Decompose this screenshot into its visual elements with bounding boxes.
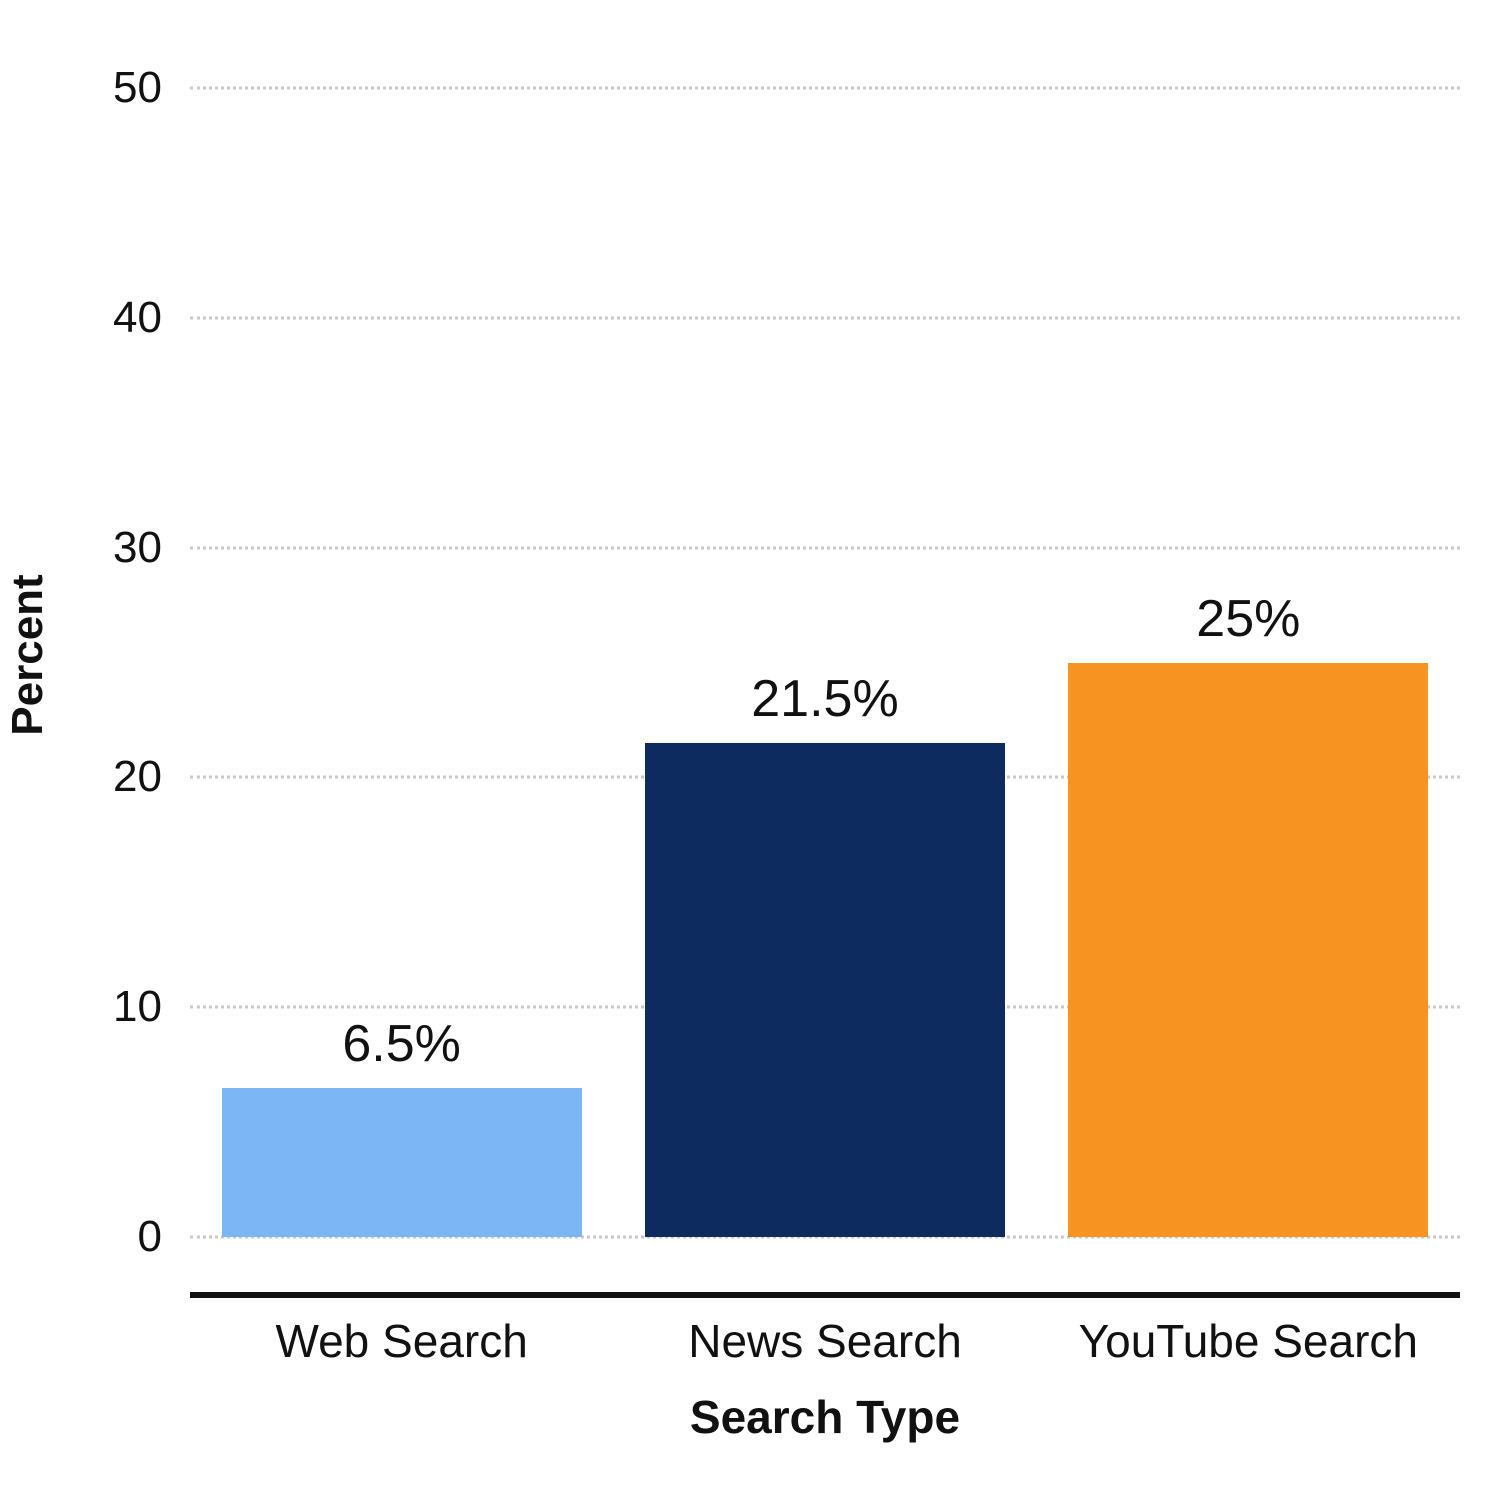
y-tick-label-30: 30 (113, 522, 162, 572)
gridline-y-0 (190, 1235, 1460, 1239)
y-tick-label-0: 0 (137, 1212, 162, 1261)
bar-value-label: 6.5% (342, 1014, 461, 1073)
gridline-y-50 (190, 86, 1460, 90)
y-tick-label-10: 10 (113, 982, 162, 1032)
x-axis-line (190, 1292, 1460, 1298)
y-axis-title: Percent (3, 574, 52, 736)
x-tick-label-news-search: News Search (688, 1315, 962, 1367)
gridline-y-30 (190, 546, 1460, 550)
x-axis-title: Search Type (689, 1391, 961, 1443)
gridline-y-40 (190, 316, 1460, 320)
y-tick-label-40: 40 (113, 292, 162, 342)
y-tick-label-20: 20 (113, 752, 162, 802)
x-tick-label-web-search: Web Search (275, 1315, 528, 1367)
y-tick-label-50: 50 (113, 63, 162, 112)
bar-news-search: 21.5% (645, 670, 1005, 1237)
bar-web-search: 6.5% (221, 1015, 582, 1237)
bar-value-label: 21.5% (751, 669, 899, 728)
plot-area: 0 10 20 30 40 50 6.5% 21.5% 25% (113, 63, 1460, 1261)
bar-youtube-search: 25% (1068, 590, 1429, 1237)
x-tick-label-youtube-search: YouTube Search (1078, 1315, 1418, 1367)
bar-value-label: 25% (1196, 589, 1301, 648)
